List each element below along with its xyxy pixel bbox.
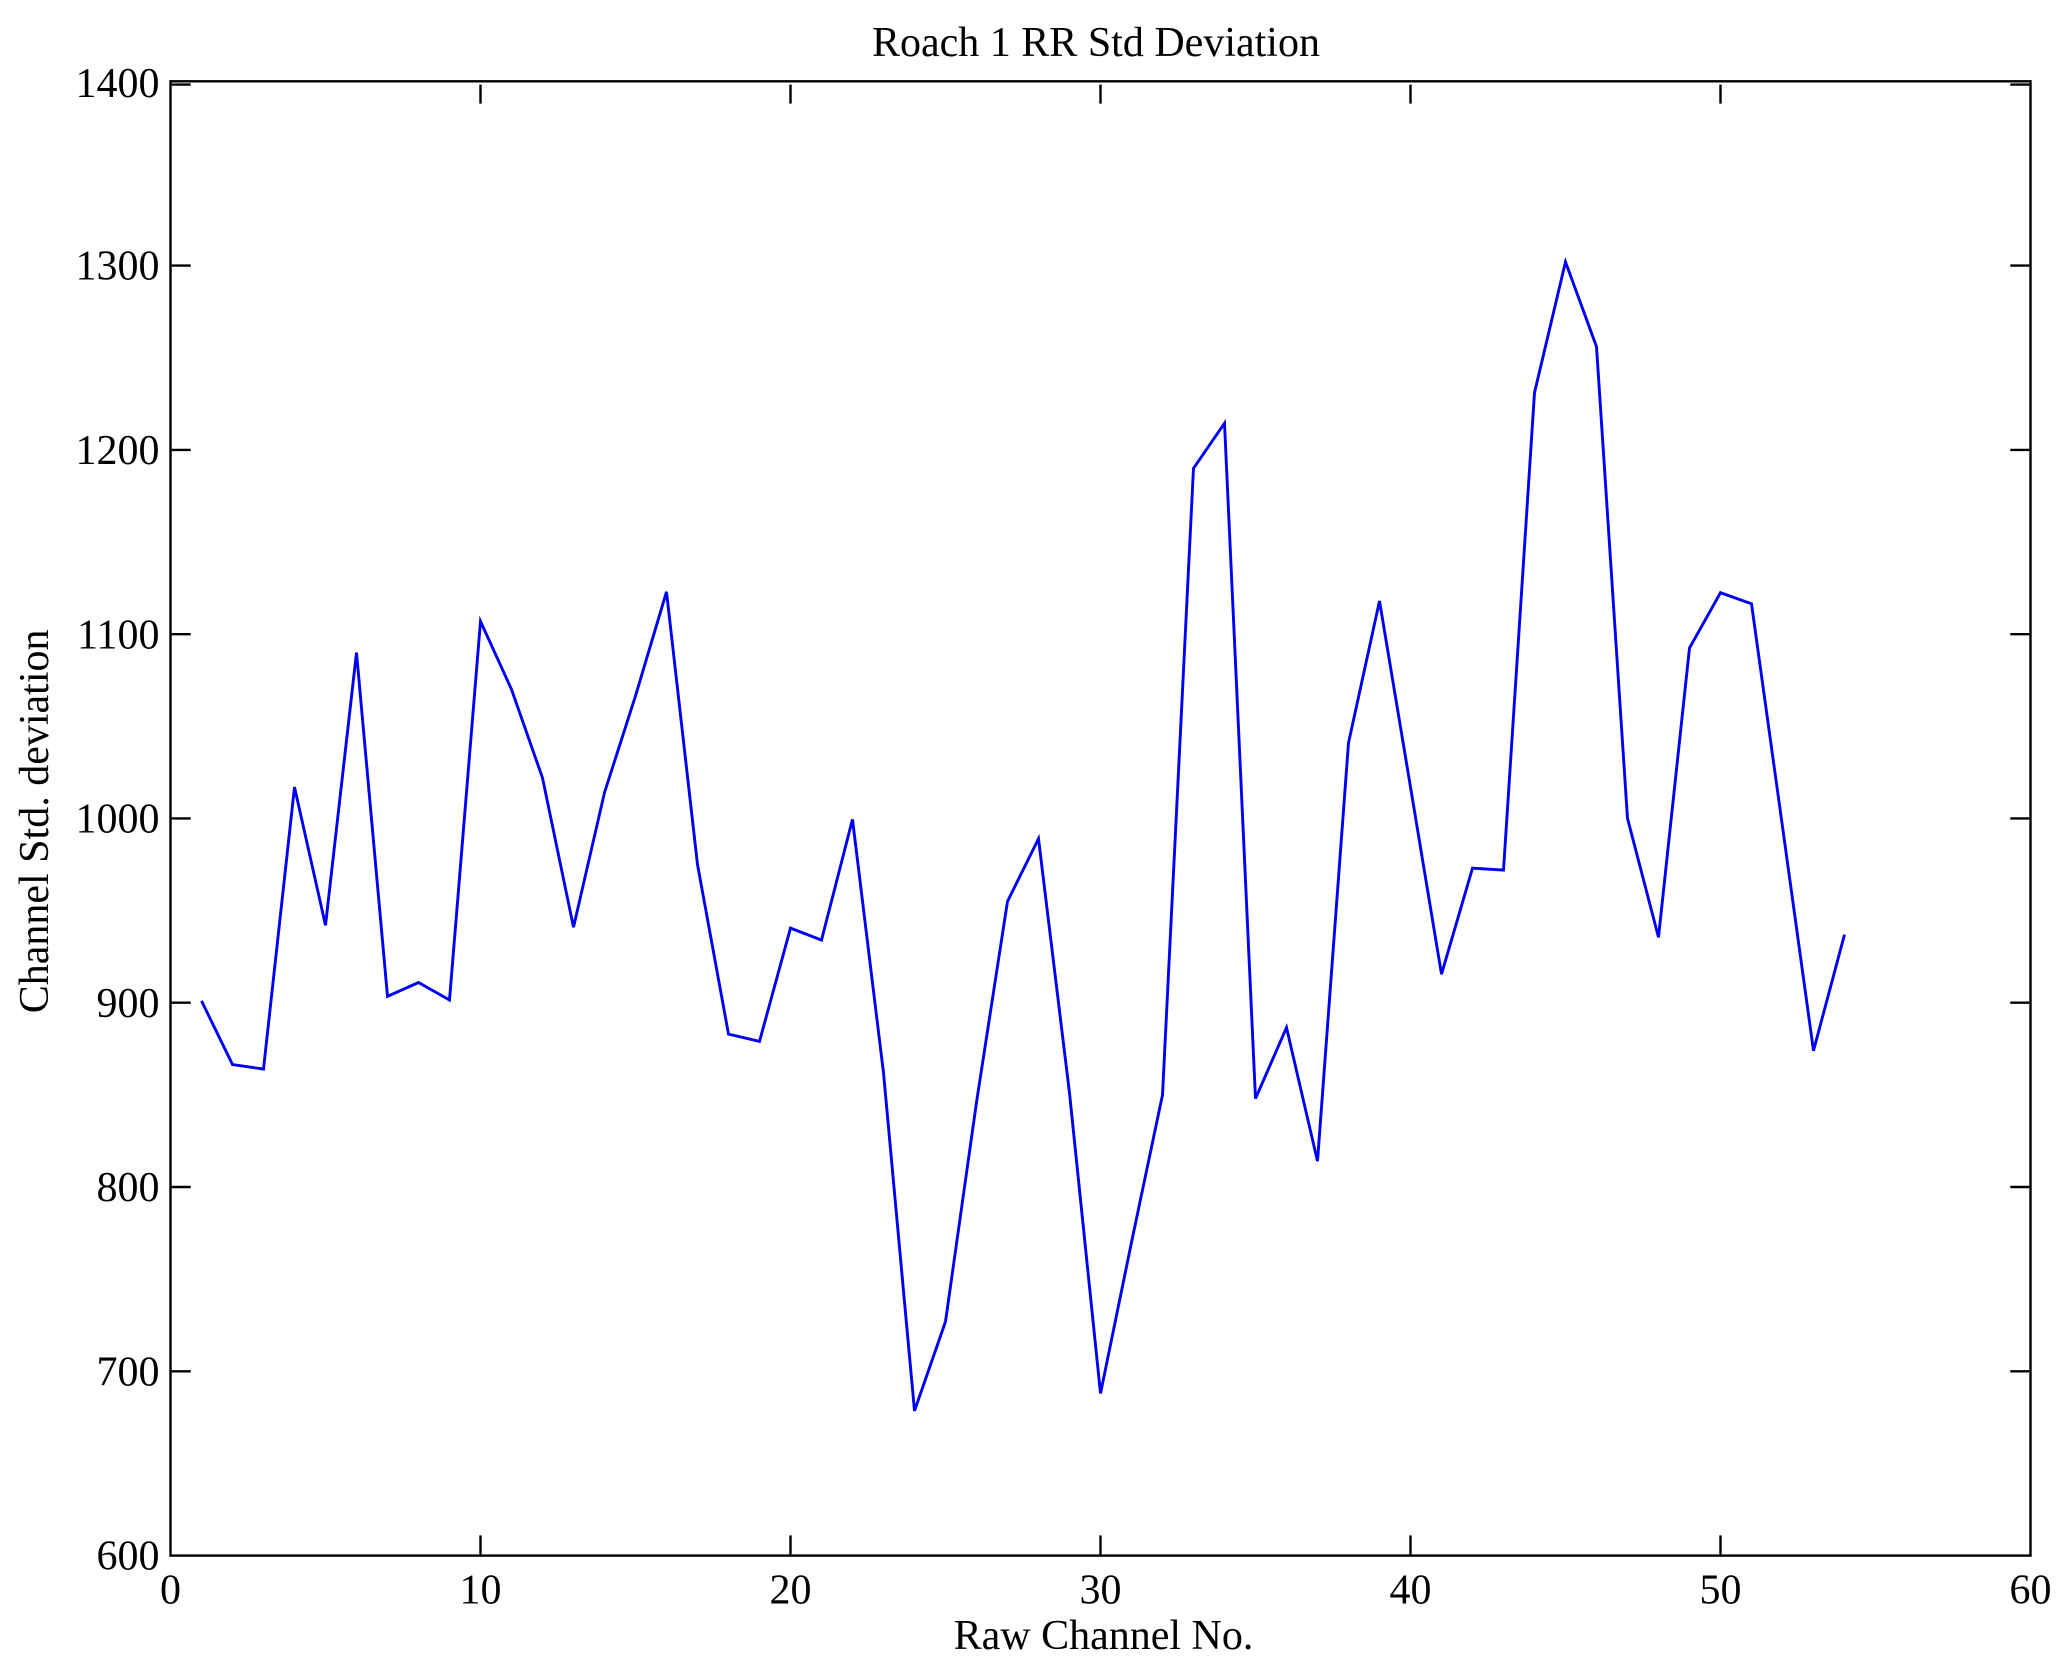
svg-text:20: 20 (770, 1568, 812, 1614)
svg-text:50: 50 (1700, 1568, 1742, 1614)
svg-text:0: 0 (160, 1568, 181, 1614)
svg-text:1300: 1300 (76, 244, 160, 290)
svg-text:800: 800 (97, 1165, 160, 1211)
svg-text:600: 600 (97, 1534, 160, 1580)
svg-text:900: 900 (97, 981, 160, 1027)
svg-text:Channel Std. deviation: Channel Std. deviation (12, 630, 58, 1014)
svg-text:700: 700 (97, 1349, 160, 1395)
svg-text:1100: 1100 (77, 612, 159, 658)
svg-text:1400: 1400 (76, 61, 160, 107)
svg-text:10: 10 (460, 1568, 502, 1614)
svg-text:1000: 1000 (76, 797, 160, 843)
svg-text:Roach 1 RR Std Deviation: Roach 1 RR Std Deviation (872, 20, 1320, 66)
svg-text:30: 30 (1080, 1568, 1122, 1614)
svg-text:Raw Channel No.: Raw Channel No. (954, 1613, 1254, 1659)
svg-text:40: 40 (1390, 1568, 1432, 1614)
svg-text:1200: 1200 (76, 428, 160, 474)
svg-text:60: 60 (2010, 1568, 2052, 1614)
